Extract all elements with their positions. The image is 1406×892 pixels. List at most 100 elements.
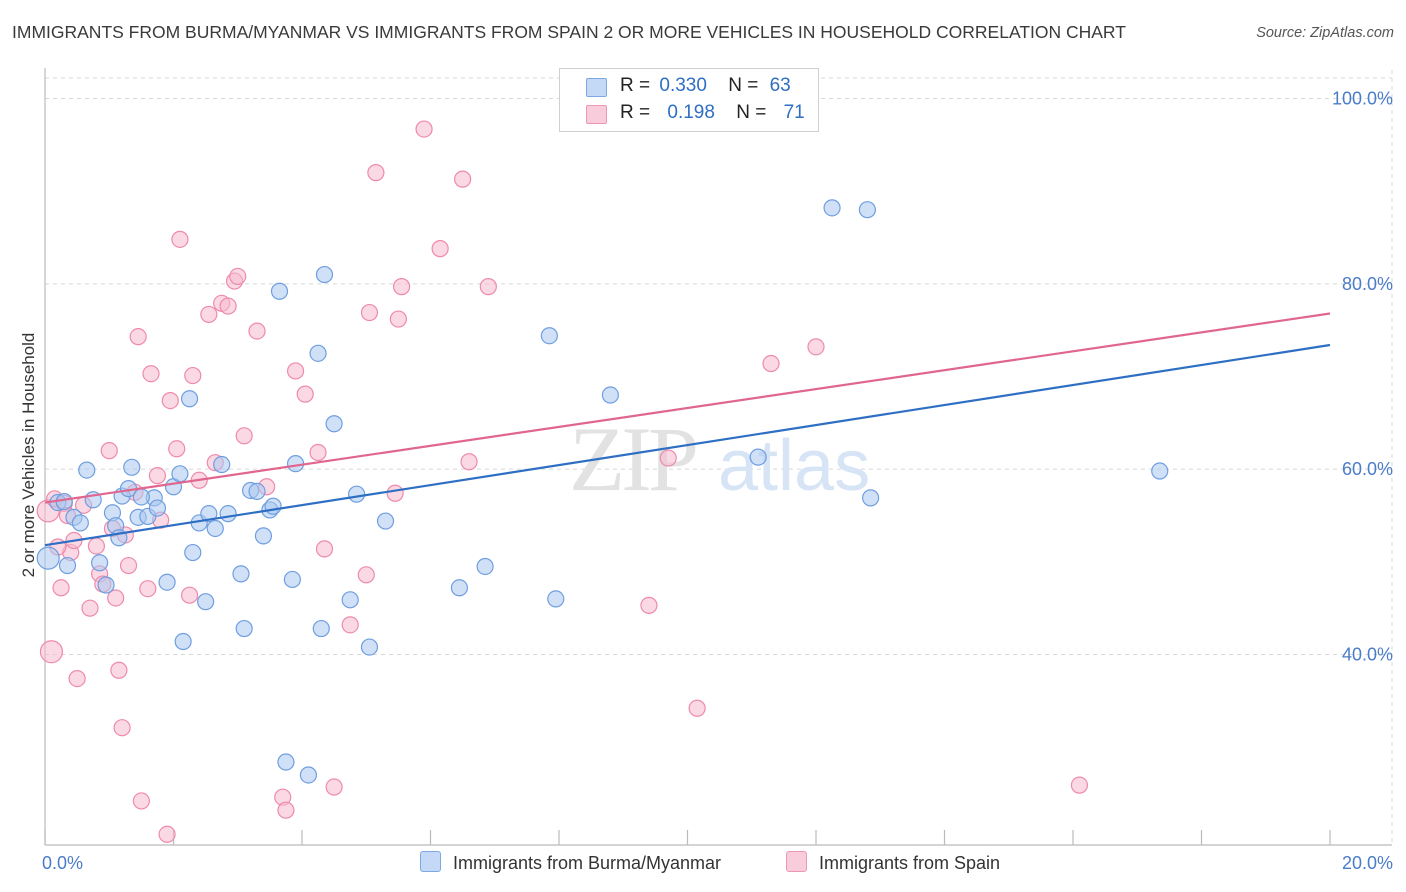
- data-point-spain: [357, 566, 375, 584]
- data-point-spain: [415, 120, 433, 138]
- data-point-spain: [460, 453, 478, 471]
- data-point-burma: [476, 557, 494, 576]
- data-point-spain: [148, 467, 167, 485]
- data-point-burma: [325, 415, 343, 433]
- tick-labels: 40.0% 60.0% 80.0% 100.0% 0.0% 20.0%: [42, 89, 1393, 874]
- data-point-spain: [296, 385, 314, 403]
- watermark-zip: ZIP: [569, 408, 696, 510]
- data-point-spain: [659, 449, 677, 467]
- trend-lines: [44, 312, 1331, 547]
- legend-n-value-burma: 63: [769, 75, 791, 96]
- data-point-burma: [123, 458, 141, 476]
- legend-r-label: R =: [620, 102, 651, 123]
- data-point-spain: [688, 699, 706, 717]
- data-point-spain: [110, 661, 128, 679]
- data-point-spain: [39, 640, 64, 664]
- data-point-burma: [450, 579, 469, 597]
- data-point-spain: [235, 427, 253, 445]
- legend-r-value-burma: 0.330: [659, 75, 707, 96]
- bottom-legend-label-spain: Immigrants from Spain: [819, 853, 1001, 873]
- data-point-spain: [392, 278, 411, 296]
- data-point-burma: [823, 199, 841, 217]
- legend-swatch-spain: [586, 105, 607, 124]
- trend-line-burma: [44, 343, 1331, 547]
- data-point-burma: [299, 766, 318, 784]
- data-point-burma: [601, 386, 620, 404]
- data-point-burma: [97, 576, 115, 594]
- data-point-spain: [168, 440, 186, 458]
- data-point-spain: [184, 366, 202, 385]
- data-point-burma: [78, 461, 96, 479]
- data-point-spain: [139, 580, 157, 598]
- y-axis-label: 2 or more Vehicles in Household: [19, 333, 38, 578]
- data-point-burma: [264, 497, 282, 515]
- data-point-burma: [312, 619, 330, 638]
- data-point-spain: [132, 792, 150, 810]
- data-point-burma: [91, 554, 109, 572]
- watermark-atlas: atlas: [718, 426, 870, 506]
- data-point-burma: [348, 485, 366, 503]
- data-point-burma: [360, 638, 379, 656]
- data-point-spain: [180, 586, 199, 604]
- data-point-burma: [58, 556, 77, 575]
- watermark: ZIP atlas: [569, 408, 870, 510]
- data-point-spain: [113, 719, 131, 737]
- data-point-spain: [1070, 776, 1089, 794]
- legend-swatch-burma: [586, 78, 607, 97]
- data-point-burma: [749, 448, 767, 466]
- data-point-spain: [341, 616, 359, 634]
- data-point-burma: [171, 465, 189, 483]
- data-point-burma: [235, 619, 253, 638]
- legend: R = 0.330 N = 63 R = 0.198 N = 71: [559, 68, 819, 132]
- data-point-burma: [197, 593, 215, 611]
- data-point-spain: [360, 303, 379, 322]
- legend-n-value-spain: 71: [783, 102, 805, 123]
- data-point-spain: [52, 579, 70, 597]
- data-point-spain: [315, 540, 334, 558]
- data-point-spain: [286, 362, 305, 380]
- data-point-spain: [158, 825, 176, 843]
- data-point-burma: [309, 344, 327, 362]
- data-point-spain: [129, 328, 147, 346]
- data-point-spain: [277, 801, 295, 819]
- y-tick-label: 60.0%: [1342, 459, 1393, 479]
- data-point-spain: [161, 391, 179, 410]
- series-burma-points: [36, 199, 1169, 784]
- data-point-burma: [148, 499, 167, 517]
- data-point-burma: [180, 390, 199, 408]
- y-tick-label: 40.0%: [1342, 645, 1393, 665]
- data-point-spain: [87, 537, 106, 555]
- data-point-burma: [286, 455, 305, 473]
- data-point-burma: [858, 201, 877, 219]
- data-point-burma: [200, 505, 218, 523]
- y-tick-label: 80.0%: [1342, 274, 1393, 294]
- bottom-legend-burma: Immigrants from Burma/Myanmar: [420, 851, 721, 874]
- data-point-burma: [213, 455, 231, 474]
- data-point-spain: [119, 556, 138, 575]
- data-point-spain: [171, 230, 189, 248]
- axes: [44, 68, 1392, 846]
- bottom-legend-swatch-burma: [420, 851, 441, 872]
- bottom-legend-spain: Immigrants from Spain: [786, 851, 1000, 874]
- data-point-spain: [454, 170, 472, 188]
- data-point-burma: [206, 519, 224, 538]
- data-point-burma: [1151, 462, 1169, 480]
- data-point-spain: [389, 310, 407, 328]
- data-point-spain: [309, 443, 327, 462]
- legend-n-label: N =: [736, 102, 767, 123]
- x-tick-label: 20.0%: [1342, 853, 1393, 873]
- data-point-burma: [219, 505, 237, 523]
- chart-title: IMMIGRANTS FROM BURMA/MYANMAR VS IMMIGRA…: [12, 22, 1126, 42]
- data-point-spain: [640, 596, 658, 614]
- data-point-spain: [229, 267, 247, 286]
- bottom-legend-swatch-spain: [786, 851, 807, 872]
- data-point-burma: [283, 570, 301, 589]
- legend-r-label: R =: [620, 75, 651, 96]
- bottom-legend-label-burma: Immigrants from Burma/Myanmar: [453, 853, 722, 873]
- data-point-spain: [107, 589, 125, 607]
- x-tick-label: 0.0%: [42, 853, 83, 873]
- trend-line-spain: [44, 312, 1331, 504]
- data-point-burma: [174, 632, 192, 651]
- data-point-burma: [341, 591, 359, 609]
